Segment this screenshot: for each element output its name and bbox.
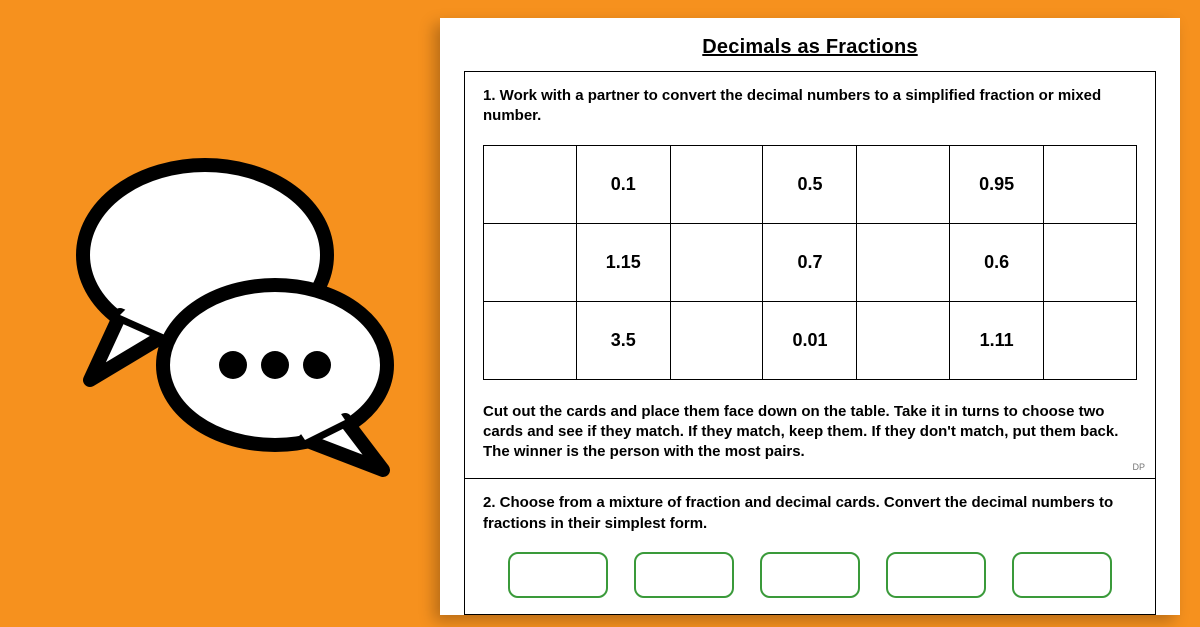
grid-cell: 0.6 — [950, 223, 1044, 301]
grid-cell: 1.15 — [576, 223, 670, 301]
section-1: 1. Work with a partner to convert the de… — [464, 71, 1156, 479]
speech-bubbles-icon — [65, 150, 395, 480]
grid-cell: 0.5 — [763, 145, 857, 223]
grid-cell: 3.5 — [576, 301, 670, 379]
grid-cell: 0.95 — [950, 145, 1044, 223]
fraction-card — [634, 552, 734, 598]
grid-cell — [670, 145, 763, 223]
grid-cell — [484, 223, 577, 301]
grid-cell — [1044, 301, 1137, 379]
grid-cell — [1044, 223, 1137, 301]
fraction-card — [886, 552, 986, 598]
corner-tag: DP — [1132, 462, 1145, 472]
decimal-grid: 0.1 0.5 0.95 1.15 0.7 0.6 3.5 0.01 — [483, 145, 1137, 380]
grid-cell — [857, 145, 950, 223]
grid-cell — [857, 301, 950, 379]
grid-cell — [484, 145, 577, 223]
grid-cell — [670, 223, 763, 301]
fraction-card — [508, 552, 608, 598]
table-row: 1.15 0.7 0.6 — [484, 223, 1137, 301]
grid-cell: 0.01 — [763, 301, 857, 379]
section-2: 2. Choose from a mixture of fraction and… — [464, 479, 1156, 615]
cards-row — [483, 552, 1137, 598]
fraction-card — [760, 552, 860, 598]
section-2-instruction: 2. Choose from a mixture of fraction and… — [483, 493, 1137, 534]
section-1-instruction: 1. Work with a partner to convert the de… — [483, 86, 1137, 127]
grid-cell — [670, 301, 763, 379]
worksheet-title: Decimals as Fractions — [464, 36, 1156, 59]
fraction-card — [1012, 552, 1112, 598]
grid-cell — [484, 301, 577, 379]
table-row: 0.1 0.5 0.95 — [484, 145, 1137, 223]
grid-cell: 0.7 — [763, 223, 857, 301]
table-row: 3.5 0.01 1.11 — [484, 301, 1137, 379]
grid-cell — [1044, 145, 1137, 223]
section-1-rules: Cut out the cards and place them face do… — [483, 402, 1137, 463]
grid-cell — [857, 223, 950, 301]
grid-cell: 1.11 — [950, 301, 1044, 379]
worksheet-page: Decimals as Fractions 1. Work with a par… — [440, 18, 1180, 615]
grid-cell: 0.1 — [576, 145, 670, 223]
